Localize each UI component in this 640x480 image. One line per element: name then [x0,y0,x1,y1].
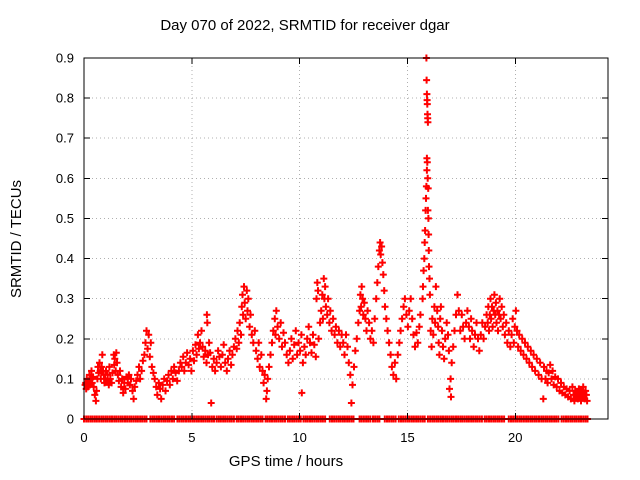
y-tick-label: 0.7 [56,131,74,146]
y-tick-label: 0.6 [56,171,74,186]
y-tick-label: 0.2 [56,331,74,346]
scatter-layer [80,54,591,423]
x-axis-label: GPS time / hours [229,453,343,470]
scatter-markers [81,54,591,407]
x-tick-label: 15 [400,430,414,445]
y-tick-label: 0.1 [56,371,74,386]
tick-label-layer: 0 5 10 15 20 0 0.1 0.2 0.3 0.4 0.5 0.6 0.7 0.8 0.9 [56,51,523,446]
y-tick-label: 0.8 [56,91,74,106]
x-tick-label: 20 [508,430,522,445]
x-tick-label: 0 [80,430,87,445]
y-tick-label: 0.3 [56,291,74,306]
y-tick-label: 0.4 [56,251,74,266]
plot-border [83,57,609,420]
chart-title: Day 070 of 2022, SRMTID for receiver dga… [160,17,449,34]
tick-layer [83,57,608,420]
y-axis-label: SRMTID / TECUs [8,180,25,298]
y-tick-label: 0 [67,412,74,427]
y-tick-label: 0.5 [56,211,74,226]
x-tick-label: 5 [188,430,195,445]
y-tick-label: 0.9 [56,51,74,66]
x-tick-label: 10 [292,430,306,445]
